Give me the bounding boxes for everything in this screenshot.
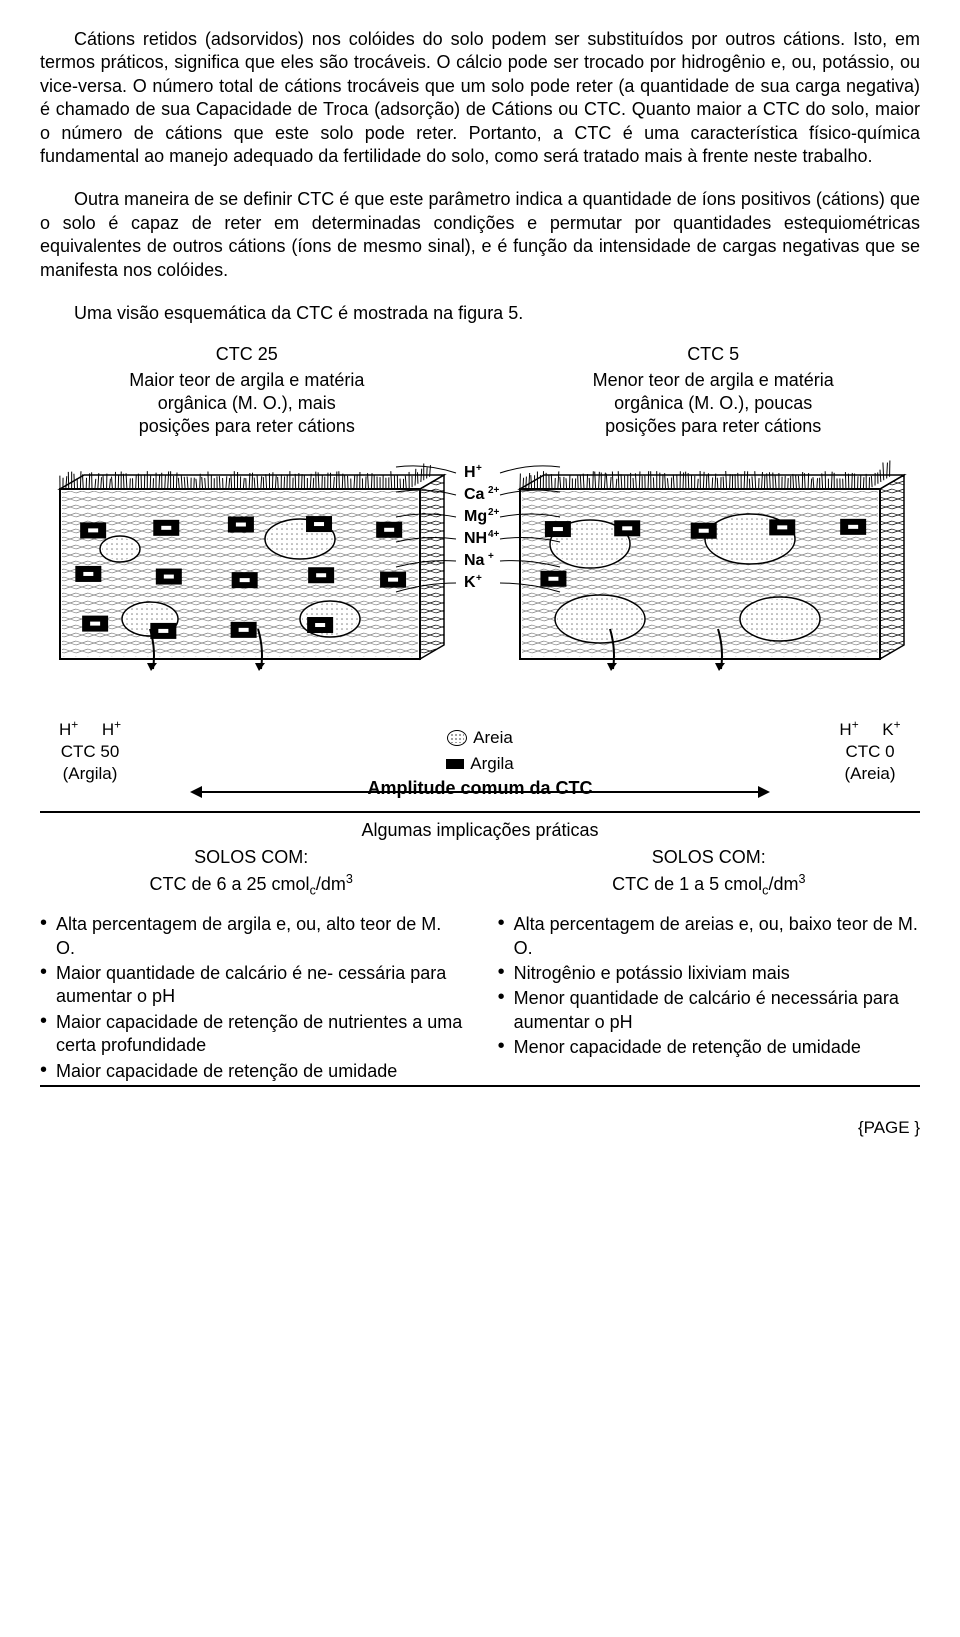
legend-areia: Areia xyxy=(447,727,513,749)
soil-diagram: H+Ca2+Mg2+NH4+Na+K+ xyxy=(40,447,920,713)
impl-right-head2: CTC de 1 a 5 cmolc/dm3 xyxy=(498,871,920,899)
ctc25-line2: orgânica (M. O.), mais xyxy=(40,392,454,415)
ctc50-label: H+ H+ CTC 50 (Argila) xyxy=(40,717,140,785)
amplitude-label: Amplitude comum da CTC xyxy=(359,778,600,798)
ctc25-line3: posições para reter cátions xyxy=(40,415,454,438)
impl-left-head1: SOLOS COM: xyxy=(40,846,462,869)
ctc5-line1: Menor teor de argila e matéria xyxy=(506,369,920,392)
ctc5-line2: orgânica (M. O.), poucas xyxy=(506,392,920,415)
ctc25-line1: Maior teor de argila e matéria xyxy=(40,369,454,392)
list-item: Maior capacidade de retenção de nutrient… xyxy=(40,1011,462,1058)
implications-title: Algumas implicações práticas xyxy=(40,819,920,842)
svg-text:NH: NH xyxy=(464,530,487,547)
svg-text:+: + xyxy=(488,551,494,562)
list-item: Menor quantidade de calcário é necessári… xyxy=(498,987,920,1034)
ctc5-line3: posições para reter cátions xyxy=(506,415,920,438)
amplitude-arrow-icon xyxy=(200,791,760,793)
list-item: Alta percentagem de areias e, ou, baixo … xyxy=(498,913,920,960)
ctc5-block: CTC 5 Menor teor de argila e matéria org… xyxy=(506,343,920,439)
list-item: Maior capacidade de retenção de umidade xyxy=(40,1060,462,1083)
ctc0-label: H+ K+ CTC 0 (Areia) xyxy=(820,717,920,785)
impl-left-list: Alta percentagem de argila e, ou, alto t… xyxy=(40,913,462,1083)
argila-swatch-icon xyxy=(446,759,464,769)
svg-text:Mg: Mg xyxy=(464,508,487,525)
svg-text:+: + xyxy=(476,463,482,474)
svg-text:2+: 2+ xyxy=(488,485,500,496)
impl-right-list: Alta percentagem de areias e, ou, baixo … xyxy=(498,913,920,1059)
implications-columns: SOLOS COM: CTC de 6 a 25 cmolc/dm3 Alta … xyxy=(40,846,920,1085)
list-item: Menor capacidade de retenção de umidade xyxy=(498,1036,920,1059)
svg-text:+: + xyxy=(476,573,482,584)
divider-top xyxy=(40,811,920,813)
hplus-left1: H+ xyxy=(59,720,78,739)
areia-swatch-icon xyxy=(447,730,467,746)
legend-argila-label: Argila xyxy=(470,753,513,775)
ctc-bottom-row: H+ H+ CTC 50 (Argila) Areia Argila H+ K+… xyxy=(40,717,920,785)
divider-bottom xyxy=(40,1085,920,1087)
svg-text:K: K xyxy=(464,574,476,591)
legend: Areia Argila xyxy=(140,727,820,776)
ctc0-l2: (Areia) xyxy=(820,763,920,785)
paragraph-2: Outra maneira de se definir CTC é que es… xyxy=(40,188,920,282)
ctc25-block: CTC 25 Maior teor de argila e matéria or… xyxy=(40,343,454,439)
paragraph-1: Cátions retidos (adsorvidos) nos colóide… xyxy=(40,28,920,168)
ctc50-l2: (Argila) xyxy=(40,763,140,785)
ctc50-l1: CTC 50 xyxy=(40,741,140,763)
kplus-right: K+ xyxy=(882,720,900,739)
svg-text:H: H xyxy=(464,464,476,481)
ctc-header-row: CTC 25 Maior teor de argila e matéria or… xyxy=(40,343,920,439)
ctc5-title: CTC 5 xyxy=(506,343,920,366)
list-item: Maior quantidade de calcário é ne- cessá… xyxy=(40,962,462,1009)
impl-left: SOLOS COM: CTC de 6 a 25 cmolc/dm3 Alta … xyxy=(40,846,462,1085)
hplus-right: H+ xyxy=(839,720,858,739)
legend-argila: Argila xyxy=(446,753,513,775)
svg-text:Na: Na xyxy=(464,552,485,569)
impl-right: SOLOS COM: CTC de 1 a 5 cmolc/dm3 Alta p… xyxy=(498,846,920,1085)
impl-left-head2: CTC de 6 a 25 cmolc/dm3 xyxy=(40,871,462,899)
page-number: {PAGE } xyxy=(40,1117,920,1139)
legend-areia-label: Areia xyxy=(473,727,513,749)
svg-text:2+: 2+ xyxy=(488,507,500,518)
list-item: Alta percentagem de argila e, ou, alto t… xyxy=(40,913,462,960)
svg-text:4+: 4+ xyxy=(488,529,500,540)
soil-svg: H+Ca2+Mg2+NH4+Na+K+ xyxy=(40,447,920,707)
figure-caption: Uma visão esquemática da CTC é mostrada … xyxy=(40,302,920,325)
svg-text:Ca: Ca xyxy=(464,486,485,503)
impl-right-head1: SOLOS COM: xyxy=(498,846,920,869)
hplus-left2: H+ xyxy=(102,720,121,739)
ctc25-title: CTC 25 xyxy=(40,343,454,366)
list-item: Nitrogênio e potássio lixiviam mais xyxy=(498,962,920,985)
ctc0-l1: CTC 0 xyxy=(820,741,920,763)
